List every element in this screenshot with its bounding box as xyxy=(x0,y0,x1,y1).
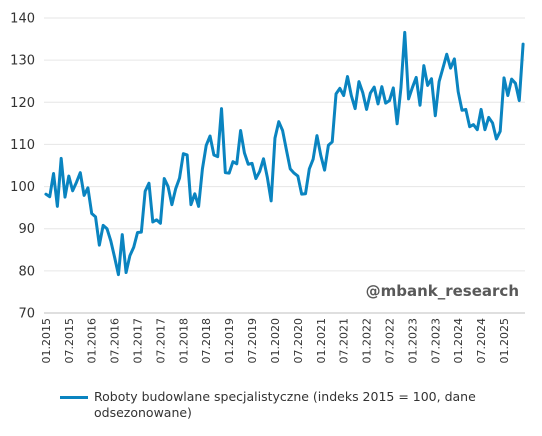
gridlines xyxy=(44,17,525,272)
x-tick-label: 07.2016 xyxy=(109,318,122,364)
x-tick-label: 01.2021 xyxy=(315,318,328,364)
x-tick-label: 07.2019 xyxy=(246,318,259,364)
y-tick-label: 100 xyxy=(10,180,35,195)
x-tick-label: 07.2020 xyxy=(292,318,305,364)
y-axis-tick-labels: 70 80 90 100 110 120 130 140 xyxy=(10,12,35,322)
x-tick-label: 01.2025 xyxy=(498,318,511,364)
y-tick-label: 110 xyxy=(10,138,35,153)
x-tick-label: 01.2017 xyxy=(132,318,145,364)
y-tick-label: 130 xyxy=(10,54,35,69)
y-tick-label: 90 xyxy=(18,222,35,237)
x-tick-label: 01.2020 xyxy=(269,318,282,364)
x-tick-label: 07.2023 xyxy=(429,318,442,364)
x-tick-label: 07.2021 xyxy=(338,318,351,364)
x-tick-label: 07.2015 xyxy=(63,318,76,364)
x-tick-label: 01.2022 xyxy=(361,318,374,364)
y-tick-label: 120 xyxy=(10,96,35,111)
x-tick-label: 01.2019 xyxy=(223,318,236,364)
series-line xyxy=(44,30,525,277)
y-tick-label: 140 xyxy=(10,12,35,27)
x-tick-label: 07.2024 xyxy=(475,318,488,364)
watermark-annotation: @mbank_research xyxy=(366,282,519,300)
x-tick-label: 07.2017 xyxy=(154,318,167,364)
x-tick-label: 01.2016 xyxy=(86,318,99,364)
x-tick-label: 01.2024 xyxy=(452,318,465,364)
x-tick-label: 01.2015 xyxy=(40,318,53,364)
x-tick-label: 07.2022 xyxy=(383,318,396,364)
legend-swatch xyxy=(60,396,88,399)
y-tick-label: 80 xyxy=(18,264,35,279)
x-tick-label: 01.2018 xyxy=(177,318,190,364)
legend-label: Roboty budowlane specjalistyczne (indeks… xyxy=(94,389,476,420)
x-tick-label: 07.2018 xyxy=(200,318,213,364)
x-axis-tick-labels: 01.2015 07.2015 01.2016 07.2016 01.2017 07.20… xyxy=(40,318,511,364)
x-tick-label: 01.2023 xyxy=(406,318,419,364)
y-tick-label: 70 xyxy=(18,307,35,322)
